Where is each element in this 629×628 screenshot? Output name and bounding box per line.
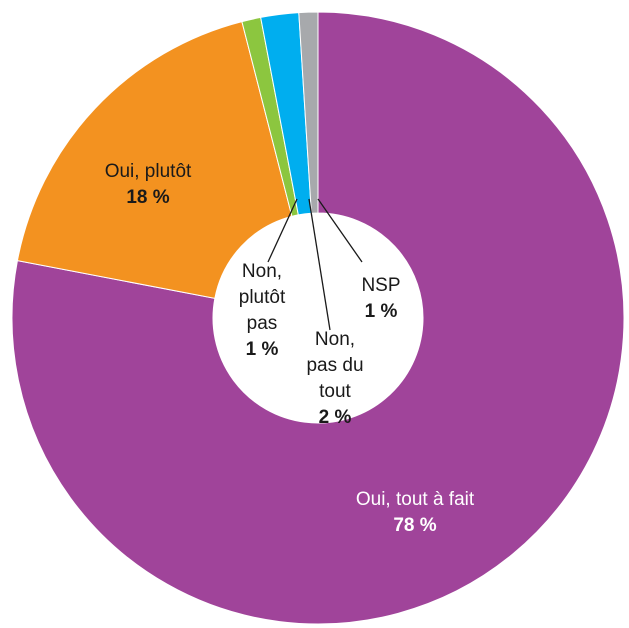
slice-label: Non, plutôt pas 1 % <box>227 259 297 363</box>
value-label: 1 % <box>364 301 398 322</box>
leader-lines <box>267 198 363 331</box>
value-label: 2 % <box>318 407 352 428</box>
value-label: 78 % <box>393 515 437 536</box>
slice-label: Non, pas du tout 2 % <box>298 327 373 431</box>
value-label: 18 % <box>126 187 170 208</box>
category-name: Non, plutôt pas <box>238 261 286 334</box>
donut-slice <box>16 21 293 299</box>
leader-line <box>308 198 331 331</box>
category-name: Oui, plutôt <box>104 161 192 182</box>
slice-label: Oui, plutôt 18 % <box>68 159 228 211</box>
leader-line <box>317 198 363 263</box>
category-name: NSP <box>361 275 401 296</box>
category-name: Oui, tout à fait <box>355 489 475 510</box>
category-name: Non, pas du tout <box>306 329 364 402</box>
value-label: 1 % <box>245 339 279 360</box>
donut-slice <box>11 11 625 625</box>
leader-line <box>267 198 298 263</box>
slice-label: NSP 1 % <box>351 273 411 325</box>
donut-slice <box>298 11 319 214</box>
slice-label: Oui, tout à fait 78 % <box>305 487 525 539</box>
